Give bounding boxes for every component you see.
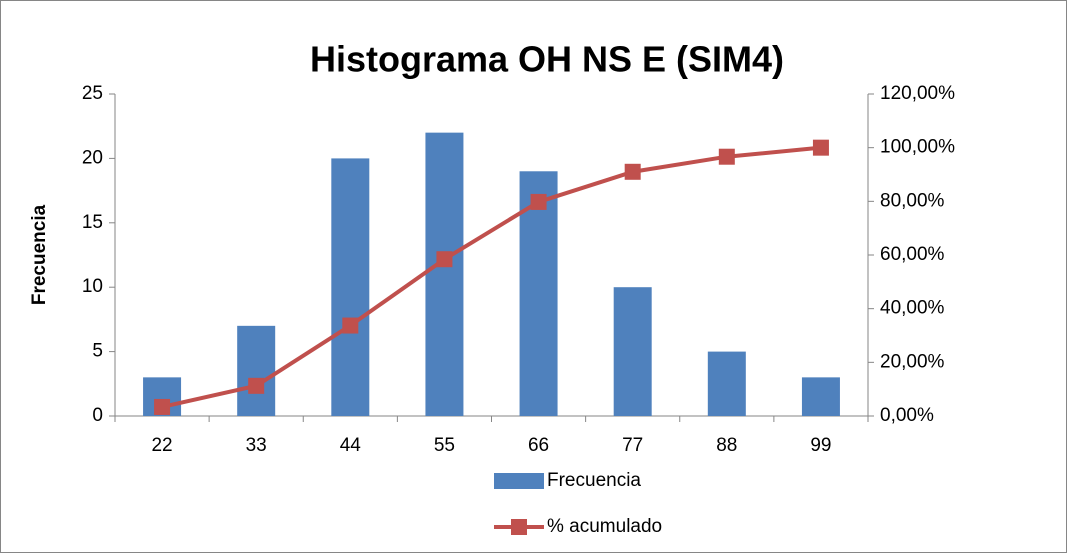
marker <box>436 251 453 268</box>
y-axis-label: Frecuencia <box>29 204 50 305</box>
bar <box>519 171 558 416</box>
x-tick-label: 77 <box>622 435 643 456</box>
bar <box>707 351 746 416</box>
y-tick-label: 25 <box>82 83 103 104</box>
marker <box>624 163 641 180</box>
marker <box>812 139 829 156</box>
chart-title: Histograma OH NS E (SIM4) <box>310 39 784 80</box>
y-tick-label: 15 <box>82 212 103 233</box>
x-tick-label: 22 <box>151 435 172 456</box>
y-tick-label: 0 <box>92 405 103 426</box>
x-tick-label: 99 <box>810 435 831 456</box>
y-tick-label: 10 <box>82 276 103 297</box>
y2-tick-label: 100,00% <box>880 137 955 158</box>
y2-tick-label: 60,00% <box>880 244 945 265</box>
legend-label: Frecuencia <box>547 470 641 491</box>
marker <box>718 148 735 165</box>
bar <box>237 325 276 416</box>
y2-tick-label: 40,00% <box>880 298 945 319</box>
line <box>161 145 822 409</box>
y2-tick-label: 120,00% <box>880 83 955 104</box>
bar <box>425 132 464 416</box>
marker <box>530 193 547 210</box>
x-tick-label: 33 <box>246 435 267 456</box>
x-tick-label: 66 <box>528 435 549 456</box>
y-tick-label: 5 <box>92 341 103 362</box>
bar <box>613 287 652 416</box>
y2-tick-label: 20,00% <box>880 351 945 372</box>
y2-tick-label: 80,00% <box>880 190 945 211</box>
legend-swatch <box>511 519 527 535</box>
x-tick-label: 44 <box>340 435 362 456</box>
legend-swatch <box>494 473 544 489</box>
marker <box>342 317 359 334</box>
bar <box>801 377 840 416</box>
y-tick-label: 20 <box>82 147 103 168</box>
y2-tick-label: 0,00% <box>880 405 934 426</box>
bar <box>331 158 370 416</box>
marker <box>248 377 265 394</box>
marker <box>154 398 171 415</box>
legend-label: % acumulado <box>547 516 662 537</box>
x-tick-label: 55 <box>434 435 455 456</box>
x-tick-label: 88 <box>716 435 737 456</box>
